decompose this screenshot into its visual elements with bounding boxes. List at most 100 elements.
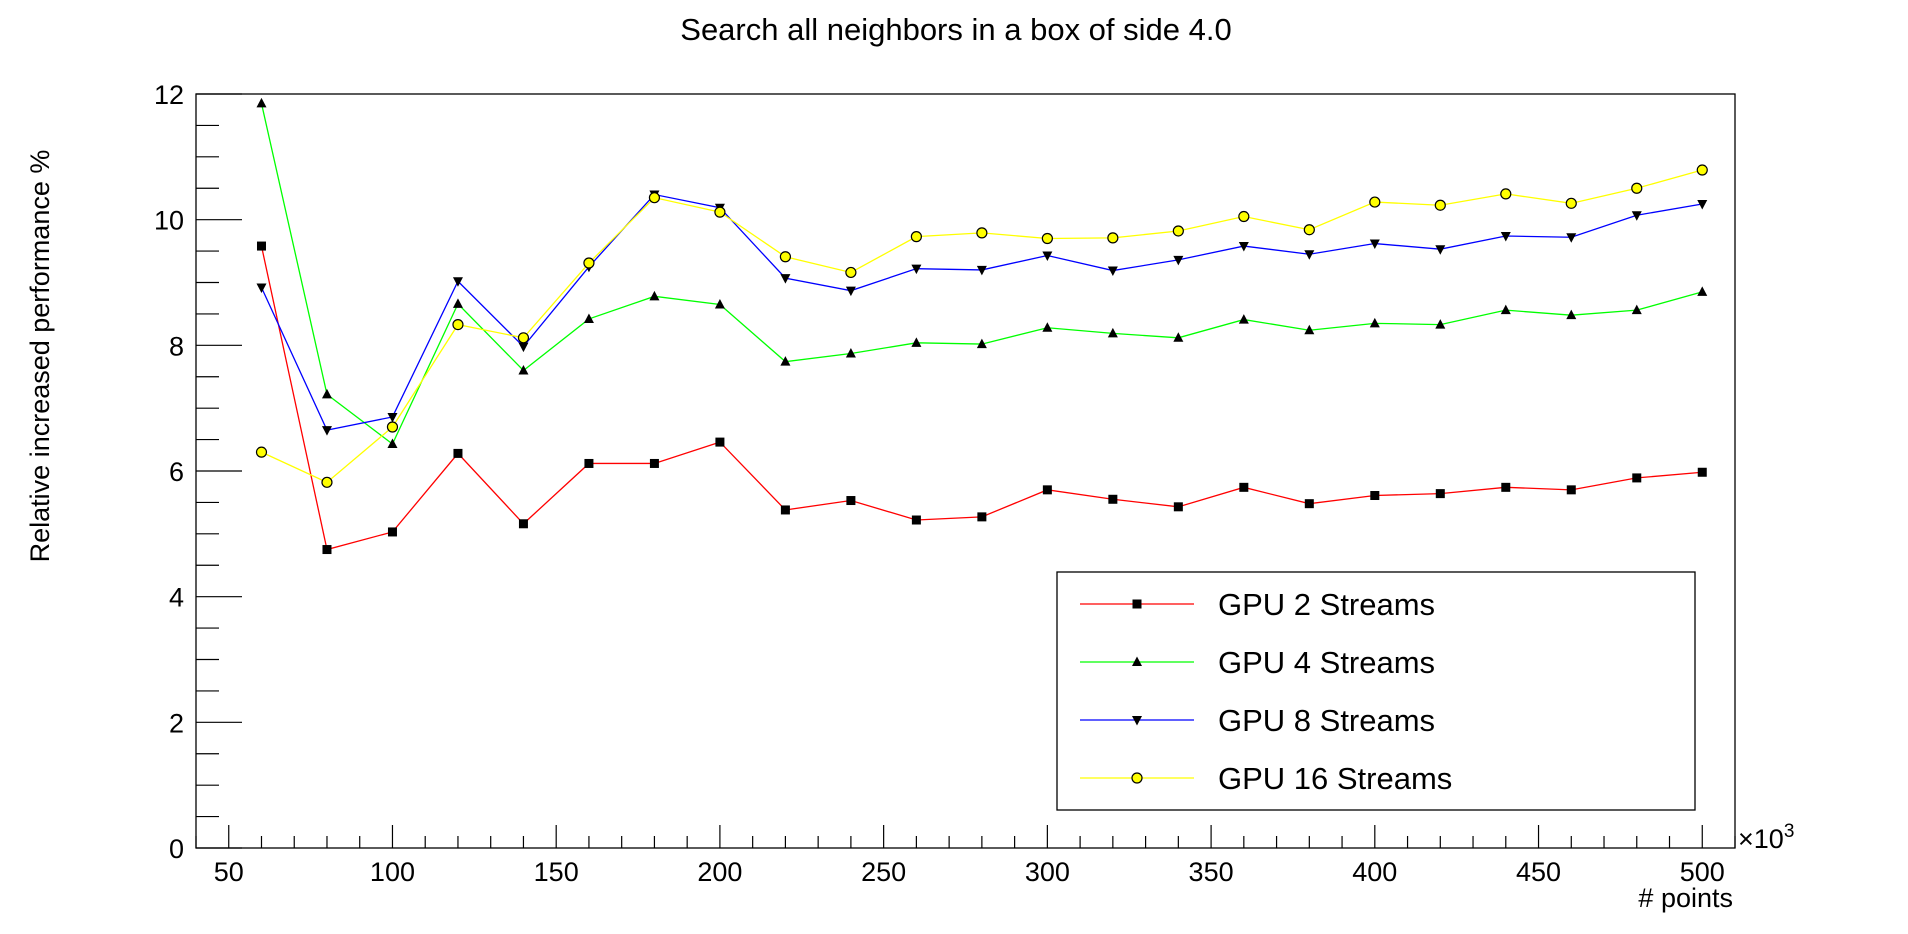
data-point-gpu-2-streams: [649, 458, 659, 468]
data-point-gpu-16-streams: [1107, 232, 1119, 244]
data-point-gpu-4-streams: [1500, 304, 1511, 315]
series-line-gpu-2-streams: [260, 245, 1703, 551]
data-point-gpu-16-streams: [1696, 164, 1708, 176]
x-axis-label: # points: [1638, 883, 1733, 913]
data-point-gpu-2-streams: [780, 505, 790, 515]
data-point-gpu-4-streams: [387, 438, 398, 448]
data-point-gpu-2-streams: [1304, 499, 1314, 509]
data-point-gpu-16-streams: [1434, 199, 1446, 211]
data-point-gpu-16-streams: [1238, 210, 1250, 223]
data-point-gpu-2-streams: [715, 437, 725, 447]
y-axis-label: Relative increased performance %: [25, 150, 55, 563]
data-point-gpu-8-streams: [1238, 242, 1249, 252]
data-point-gpu-2-streams: [1501, 482, 1511, 492]
data-point-gpu-8-streams: [518, 342, 529, 353]
data-point-gpu-16-streams: [321, 476, 333, 488]
data-point-gpu-2-streams: [1108, 494, 1118, 504]
data-point-gpu-2-streams: [1042, 485, 1052, 495]
data-point-gpu-16-streams: [779, 251, 792, 263]
data-point-gpu-8-streams: [1304, 250, 1315, 260]
x-tick-label: 100: [370, 857, 415, 887]
legend-marker-gpu-16-streams: [1131, 772, 1143, 784]
data-point-gpu-2-streams: [846, 496, 856, 506]
data-point-gpu-16-streams: [583, 257, 595, 269]
series-line-gpu-16-streams: [261, 169, 1703, 484]
data-point-gpu-16-streams: [910, 231, 922, 243]
data-point-gpu-2-streams: [256, 241, 266, 251]
data-point-gpu-2-streams: [1370, 491, 1380, 501]
data-point-gpu-8-streams: [1173, 255, 1184, 266]
y-tick-label: 0: [169, 834, 184, 864]
legend-entry-gpu-2-streams: GPU 2 Streams: [1080, 587, 1435, 622]
chart-title: Search all neighbors in a box of side 4.…: [680, 12, 1231, 47]
data-point-gpu-16-streams: [1369, 196, 1381, 208]
series-gpu-2-streams: [256, 241, 1707, 555]
data-point-gpu-2-streams: [1566, 485, 1576, 495]
data-point-gpu-4-streams: [1697, 286, 1708, 296]
y-tick-label: 2: [169, 708, 184, 738]
data-point-gpu-16-streams: [1500, 188, 1512, 200]
legend-label-gpu-16-streams: GPU 16 Streams: [1218, 761, 1452, 796]
data-point-gpu-16-streams: [255, 446, 268, 458]
legend-label-gpu-8-streams: GPU 8 Streams: [1218, 703, 1435, 738]
data-point-gpu-2-streams: [1239, 482, 1249, 492]
data-point-gpu-16-streams: [452, 318, 464, 331]
x-tick-label: 200: [697, 857, 742, 887]
data-point-gpu-8-streams: [1042, 251, 1053, 261]
data-point-gpu-2-streams: [322, 545, 332, 555]
data-point-gpu-4-streams: [1631, 304, 1642, 315]
legend-layer: GPU 2 Streams GPU 4 Streams GPU 8 Streams G…: [1056, 571, 1696, 811]
data-point-gpu-4-streams: [1304, 324, 1315, 335]
data-point-gpu-8-streams: [1631, 211, 1642, 221]
data-point-gpu-2-streams: [911, 515, 921, 525]
series-gpu-8-streams: [256, 190, 1708, 436]
data-point-gpu-16-streams: [1303, 224, 1315, 236]
data-point-gpu-8-streams: [321, 426, 332, 436]
data-point-gpu-4-streams: [1435, 319, 1446, 329]
data-point-gpu-8-streams: [387, 412, 398, 423]
legend-label-gpu-2-streams: GPU 2 Streams: [1218, 587, 1435, 622]
data-point-gpu-4-streams: [321, 388, 332, 399]
data-point-gpu-16-streams: [1041, 232, 1053, 245]
data-point-gpu-16-streams: [845, 266, 857, 279]
data-point-gpu-2-streams: [977, 512, 987, 522]
data-point-gpu-4-streams: [1566, 309, 1577, 320]
axes-layer: 0 2 4 6 8 10 12 50 100 150 200 250 300 350 400 450 500: [154, 80, 1736, 887]
data-point-gpu-8-streams: [452, 277, 463, 287]
data-point-gpu-4-streams: [911, 337, 922, 347]
y-tick-label: 4: [169, 583, 184, 613]
data-point-gpu-4-streams: [518, 364, 529, 375]
data-point-gpu-4-streams: [452, 298, 463, 308]
x-tick-label: 400: [1352, 857, 1397, 887]
data-point-gpu-2-streams: [518, 519, 528, 529]
data-point-gpu-16-streams: [976, 227, 988, 239]
data-point-gpu-8-streams: [1107, 266, 1118, 277]
x-tick-label: 300: [1025, 857, 1070, 887]
data-point-gpu-4-streams: [1238, 314, 1249, 324]
data-point-gpu-2-streams: [453, 448, 463, 458]
legend-marker-gpu-4-streams: [1132, 656, 1142, 666]
data-point-gpu-2-streams: [584, 458, 594, 468]
data-point-gpu-4-streams: [1173, 332, 1184, 342]
data-point-gpu-4-streams: [1369, 317, 1380, 328]
data-point-gpu-2-streams: [1173, 502, 1183, 512]
data-point-gpu-8-streams: [976, 265, 987, 276]
data-point-gpu-8-streams: [1566, 233, 1577, 243]
data-point-gpu-8-streams: [256, 283, 267, 294]
data-point-gpu-4-streams: [714, 298, 725, 309]
x-tick-label: 500: [1680, 857, 1725, 887]
legend-entry-gpu-4-streams: GPU 4 Streams: [1080, 645, 1435, 680]
series-gpu-4-streams: [256, 97, 1708, 448]
legend-entry-gpu-8-streams: GPU 8 Streams: [1080, 703, 1435, 738]
data-point-gpu-4-streams: [256, 97, 267, 108]
data-point-gpu-4-streams: [649, 290, 660, 301]
y-tick-label: 10: [154, 206, 184, 236]
data-point-gpu-8-streams: [845, 286, 856, 297]
data-point-gpu-16-streams: [1631, 182, 1643, 194]
data-point-gpu-16-streams: [386, 421, 399, 433]
data-point-gpu-4-streams: [976, 338, 987, 349]
data-point-gpu-4-streams: [845, 348, 856, 358]
legend-box: [1056, 571, 1696, 811]
y-tick-label: 8: [169, 331, 184, 361]
